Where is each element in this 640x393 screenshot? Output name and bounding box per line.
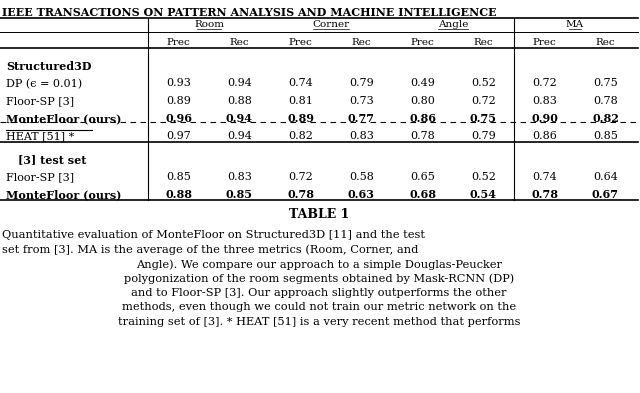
Text: Rec: Rec [474,38,493,47]
Text: 0.64: 0.64 [593,172,618,182]
Text: 0.96: 0.96 [165,114,192,125]
Text: 0.78: 0.78 [531,189,558,200]
Text: 0.73: 0.73 [349,96,374,106]
Text: Prec: Prec [411,38,435,47]
Text: 0.52: 0.52 [471,79,496,88]
Text: 0.68: 0.68 [409,189,436,200]
Text: 0.94: 0.94 [227,79,252,88]
Text: IEEE TRANSACTIONS ON PATTERN ANALYSIS AND MACHINE INTELLIGENCE: IEEE TRANSACTIONS ON PATTERN ANALYSIS AN… [2,7,497,18]
Text: TABLE 1: TABLE 1 [289,208,349,221]
Text: Rec: Rec [352,38,371,47]
Text: 0.97: 0.97 [166,131,191,141]
Text: 0.94: 0.94 [227,131,252,141]
Text: 0.79: 0.79 [349,79,374,88]
Text: set from [3]. MA is the average of the three metrics (Room, Corner, and: set from [3]. MA is the average of the t… [2,244,419,255]
Text: 0.86: 0.86 [409,114,436,125]
Text: 0.94: 0.94 [226,114,253,125]
Text: 0.58: 0.58 [349,172,374,182]
Text: Rec: Rec [230,38,250,47]
Text: 0.88: 0.88 [165,189,192,200]
Text: Prec: Prec [532,38,556,47]
Text: Room: Room [194,20,224,29]
Text: Quantitative evaluation of MonteFloor on Structured3D [11] and the test: Quantitative evaluation of MonteFloor on… [2,230,425,240]
Text: 0.63: 0.63 [348,189,375,200]
Text: 0.78: 0.78 [287,189,314,200]
Text: 0.75: 0.75 [593,79,618,88]
Text: MonteFloor (ours): MonteFloor (ours) [6,114,122,125]
Text: 0.83: 0.83 [532,96,557,106]
Text: Floor-SP [3]: Floor-SP [3] [6,172,74,182]
Text: 0.82: 0.82 [288,131,313,141]
Text: 0.75: 0.75 [470,114,497,125]
Text: 0.93: 0.93 [166,79,191,88]
Text: methods, even though we could not train our metric network on the: methods, even though we could not train … [122,303,516,312]
Text: 0.81: 0.81 [288,96,313,106]
Text: MA: MA [566,20,584,29]
Text: [3] test set: [3] test set [18,154,86,165]
Text: 0.85: 0.85 [166,172,191,182]
Text: 0.72: 0.72 [532,79,557,88]
Text: 0.67: 0.67 [592,189,619,200]
Text: 0.72: 0.72 [471,96,496,106]
Text: 0.79: 0.79 [471,131,496,141]
Text: 0.90: 0.90 [531,114,558,125]
Text: Rec: Rec [596,38,615,47]
Text: 0.74: 0.74 [288,79,313,88]
Text: and to Floor-SP [3]. Our approach slightly outperforms the other: and to Floor-SP [3]. Our approach slight… [131,288,507,298]
Text: 0.83: 0.83 [349,131,374,141]
Text: 0.89: 0.89 [287,114,314,125]
Text: 0.86: 0.86 [532,131,557,141]
Text: 0.54: 0.54 [470,189,497,200]
Text: MonteFloor (ours): MonteFloor (ours) [6,189,122,200]
Text: HEAT [51] *: HEAT [51] * [6,131,74,141]
Text: 0.88: 0.88 [227,96,252,106]
Text: 0.49: 0.49 [410,79,435,88]
Text: Prec: Prec [166,38,190,47]
Text: 0.82: 0.82 [592,114,619,125]
Text: 0.85: 0.85 [593,131,618,141]
Text: 0.89: 0.89 [166,96,191,106]
Text: Angle: Angle [438,20,468,29]
Text: training set of [3]. * HEAT [51] is a very recent method that performs: training set of [3]. * HEAT [51] is a ve… [118,317,520,327]
Text: 0.52: 0.52 [471,172,496,182]
Text: 0.77: 0.77 [348,114,375,125]
Text: polygonization of the room segments obtained by Mask-RCNN (DP): polygonization of the room segments obta… [124,274,514,284]
Text: 0.80: 0.80 [410,96,435,106]
Text: Angle). We compare our approach to a simple Douglas-Peucker: Angle). We compare our approach to a sim… [136,259,502,270]
Text: 0.78: 0.78 [593,96,618,106]
Text: 0.78: 0.78 [410,131,435,141]
Text: Floor-SP [3]: Floor-SP [3] [6,96,74,106]
Text: 0.65: 0.65 [410,172,435,182]
Text: 0.74: 0.74 [532,172,557,182]
Text: Structured3D: Structured3D [6,61,92,72]
Text: Prec: Prec [289,38,312,47]
Text: DP (ϵ = 0.01): DP (ϵ = 0.01) [6,79,82,89]
Text: 0.83: 0.83 [227,172,252,182]
Text: Corner: Corner [312,20,349,29]
Text: 0.72: 0.72 [288,172,313,182]
Text: 0.85: 0.85 [226,189,253,200]
